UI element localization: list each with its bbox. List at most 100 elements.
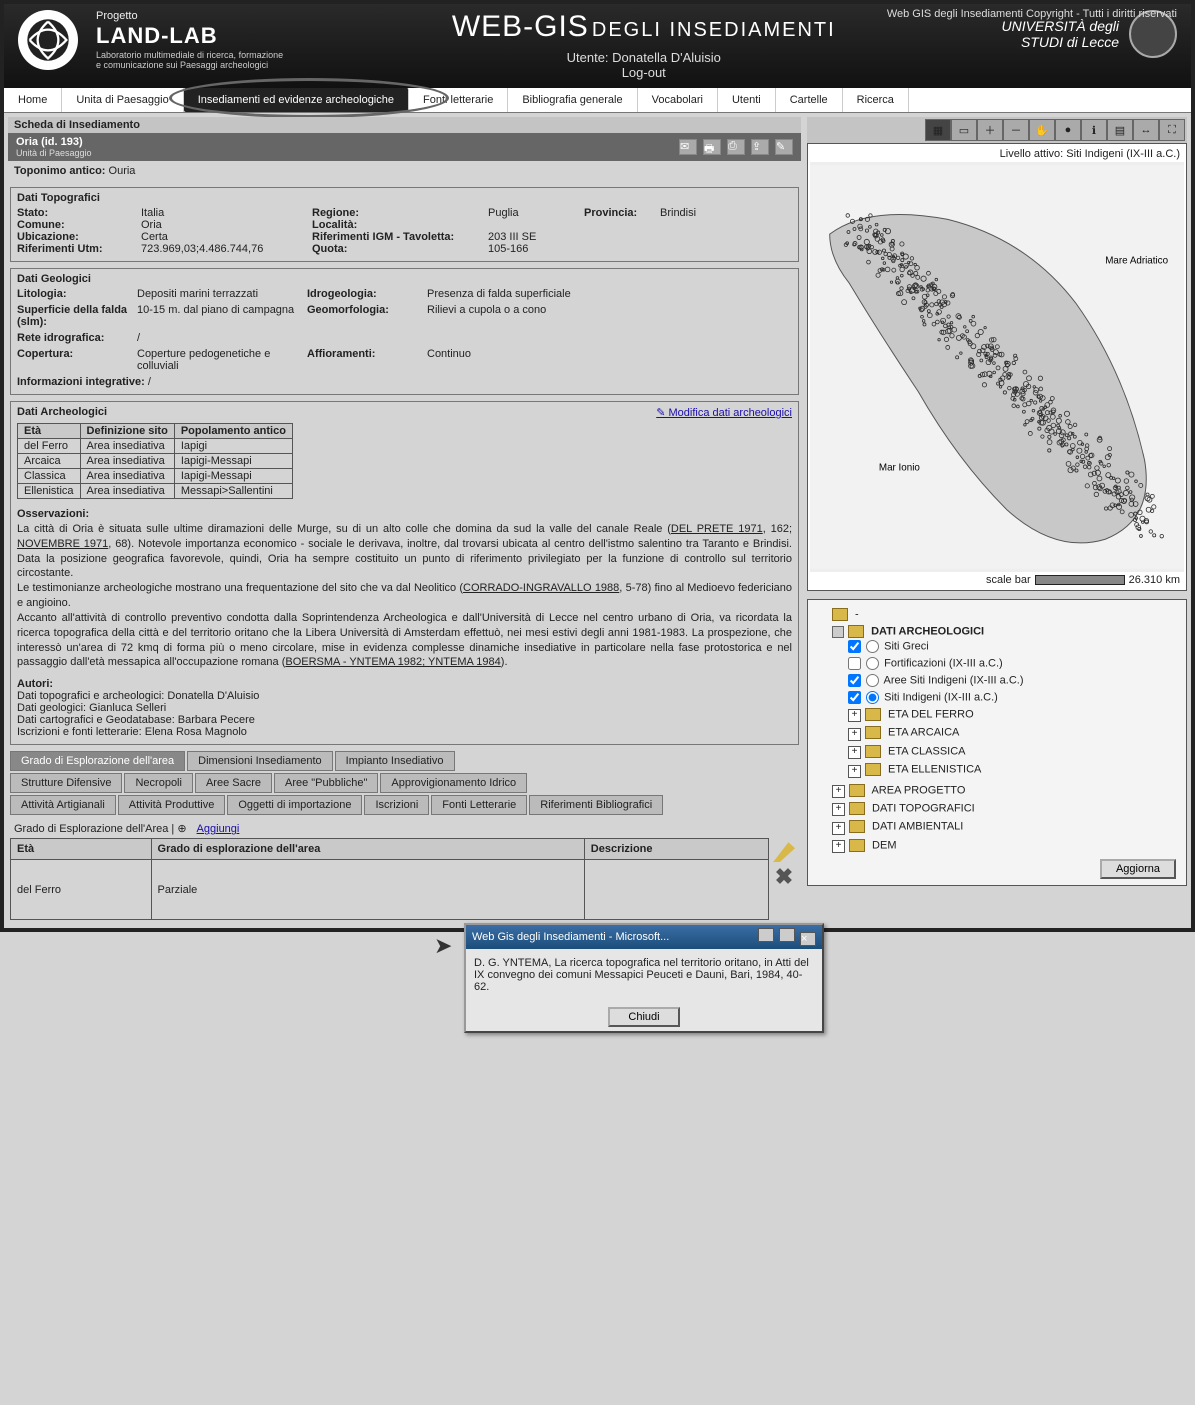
popup-max-icon[interactable] <box>779 928 795 942</box>
tab[interactable]: Attività Artigianali <box>10 795 116 815</box>
print-icon[interactable]: 🖶 <box>703 139 721 155</box>
tab[interactable]: Fonti Letterarie <box>431 795 527 815</box>
layer-radio[interactable] <box>866 691 879 704</box>
tool-layers-icon[interactable]: ▦ <box>925 119 951 141</box>
add-link[interactable]: Aggiungi <box>197 823 240 835</box>
folder-icon[interactable] <box>832 608 852 620</box>
mail-icon[interactable]: ✉ <box>679 139 697 155</box>
folder-icon <box>849 802 869 814</box>
nav-item[interactable]: Unita di Paesaggio <box>62 88 183 112</box>
tab[interactable]: Aree Sacre <box>195 773 272 793</box>
tool-fullscreen-icon[interactable]: ⛶ <box>1159 119 1185 141</box>
folder-icon <box>849 784 869 796</box>
header: Web GIS degli Insediamenti Copyright - T… <box>4 4 1191 88</box>
tool-pan-icon[interactable]: ✋ <box>1029 119 1055 141</box>
tab[interactable]: Iscrizioni <box>364 795 429 815</box>
record-sub: Unità di Paesaggio <box>16 148 92 158</box>
folder-icon <box>848 625 868 637</box>
tab[interactable]: Oggetti di importazione <box>227 795 362 815</box>
edit-row-icon[interactable] <box>773 842 795 862</box>
grado-section: Grado di Esplorazione dell'Area | ⊕Aggiu… <box>10 819 799 920</box>
popup-close-button[interactable]: Chiudi <box>608 1007 679 1027</box>
ref-link[interactable]: DEL PRETE 1971 <box>671 523 763 535</box>
folder-icon <box>849 839 869 851</box>
expand-icon[interactable] <box>832 839 849 851</box>
copyright: Web GIS degli Insediamenti Copyright - T… <box>887 8 1177 20</box>
tab[interactable]: Aree "Pubbliche" <box>274 773 378 793</box>
nav-item[interactable]: Fonti letterarie <box>409 88 508 112</box>
update-button[interactable]: Aggiorna <box>1100 859 1176 879</box>
layer-radio[interactable] <box>866 674 879 687</box>
ref-link[interactable]: NOVEMBRE 1971 <box>17 538 108 550</box>
tab[interactable]: Impianto Insediativo <box>335 751 455 771</box>
export-icon[interactable]: ⇪ <box>751 139 769 155</box>
tool-table-icon[interactable]: ▤ <box>1107 119 1133 141</box>
box-archeologici: Dati Archeologici ✎ Modifica dati archeo… <box>10 401 799 745</box>
nav-item[interactable]: Insediamenti ed evidenze archeologiche <box>184 88 409 112</box>
ref-link[interactable]: CORRADO-INGRAVALLO 1988 <box>463 582 619 594</box>
expand-icon[interactable] <box>832 802 849 814</box>
delete-row-icon[interactable]: ✖ <box>773 868 795 888</box>
tab[interactable]: Dimensioni Insediamento <box>187 751 333 771</box>
expand-icon[interactable] <box>848 764 865 776</box>
expand-icon[interactable] <box>832 821 849 833</box>
tool-info-icon[interactable]: ℹ <box>1081 119 1107 141</box>
map-canvas[interactable]: Mare AdriaticoMar Ionio <box>810 162 1184 572</box>
tab[interactable]: Attività Produttive <box>118 795 226 815</box>
logout-link[interactable]: Log-out <box>304 65 984 80</box>
folder-icon <box>865 727 885 739</box>
tab[interactable]: Riferimenti Bibliografici <box>529 795 663 815</box>
nav-item[interactable]: Vocabolari <box>638 88 718 112</box>
folder-icon <box>849 821 869 833</box>
tool-extent-icon[interactable]: ▭ <box>951 119 977 141</box>
tab[interactable]: Approvigionamento Idrico <box>380 773 527 793</box>
tree-toggle-icon[interactable] <box>832 625 848 637</box>
toponimo: Toponimo antico: Ouria <box>8 161 801 181</box>
layer-checkbox[interactable] <box>848 674 861 687</box>
nav-item[interactable]: Home <box>4 88 62 112</box>
nav-item[interactable]: Ricerca <box>843 88 909 112</box>
tool-zoomout-icon[interactable]: － <box>1003 119 1029 141</box>
expand-icon[interactable] <box>832 784 849 796</box>
layer-checkbox[interactable] <box>848 657 861 670</box>
popup-min-icon[interactable] <box>758 928 774 942</box>
tool-measure-icon[interactable]: ↔ <box>1133 119 1159 141</box>
expand-icon[interactable] <box>848 727 865 739</box>
expand-icon[interactable] <box>848 745 865 757</box>
layer-tree: - DATI ARCHEOLOGICI Siti Greci Fortifica… <box>807 599 1187 886</box>
record-name: Oria (id. 193) <box>16 136 92 148</box>
popup-title: Web Gis degli Insediamenti - Microsoft..… <box>472 931 669 943</box>
tool-globe-icon[interactable]: ● <box>1055 119 1081 141</box>
tool-icon[interactable]: ✎ <box>775 139 793 155</box>
current-user: Donatella D'Aluisio <box>612 50 721 65</box>
pdf-icon[interactable]: ⎙ <box>727 139 745 155</box>
layer-checkbox[interactable] <box>848 640 861 653</box>
tool-zoomin-icon[interactable]: ＋ <box>977 119 1003 141</box>
layer-radio[interactable] <box>866 657 879 670</box>
folder-icon <box>865 708 885 720</box>
detail-tabs: Grado di Esplorazione dell'areaDimension… <box>10 751 799 815</box>
tab[interactable]: Necropoli <box>124 773 192 793</box>
nav-item[interactable]: Bibliografia generale <box>508 88 637 112</box>
main-nav: HomeUnita di PaesaggioInsediamenti ed ev… <box>4 88 1191 113</box>
arch-table: EtàDefinizione sitoPopolamento anticodel… <box>17 423 293 499</box>
ref-link[interactable]: BOERSMA - YNTEMA 1982; YNTEMA 1984 <box>285 656 500 668</box>
tab[interactable]: Strutture Difensive <box>10 773 122 793</box>
nav-item[interactable]: Utenti <box>718 88 776 112</box>
citation-popup: Web Gis degli Insediamenti - Microsoft..… <box>464 923 824 1033</box>
expand-icon[interactable] <box>848 708 865 720</box>
box-geologici: Dati Geologici Litologia:Depositi marini… <box>10 268 799 395</box>
tab[interactable]: Grado di Esplorazione dell'area <box>10 751 185 771</box>
map-panel: Livello attivo: Siti Indigeni (IX-III a.… <box>807 143 1187 591</box>
modify-arch-link[interactable]: ✎ Modifica dati archeologici <box>656 406 792 419</box>
map-toolbar: ▦ ▭ ＋ － ✋ ● ℹ ▤ ↔ ⛶ <box>807 117 1187 143</box>
nav-item[interactable]: Cartelle <box>776 88 843 112</box>
scale-bar: scale bar26.310 km <box>810 572 1184 588</box>
observations: Osservazioni: La città di Oria è situata… <box>17 507 792 670</box>
popup-close-icon[interactable]: × <box>800 932 816 946</box>
card-title: Scheda di Insediamento <box>8 117 801 133</box>
popup-body: D. G. YNTEMA, La ricerca topografica nel… <box>466 949 822 1001</box>
layer-checkbox[interactable] <box>848 691 861 704</box>
layer-radio[interactable] <box>866 640 879 653</box>
svg-text:Mare Adriatico: Mare Adriatico <box>1105 256 1168 267</box>
